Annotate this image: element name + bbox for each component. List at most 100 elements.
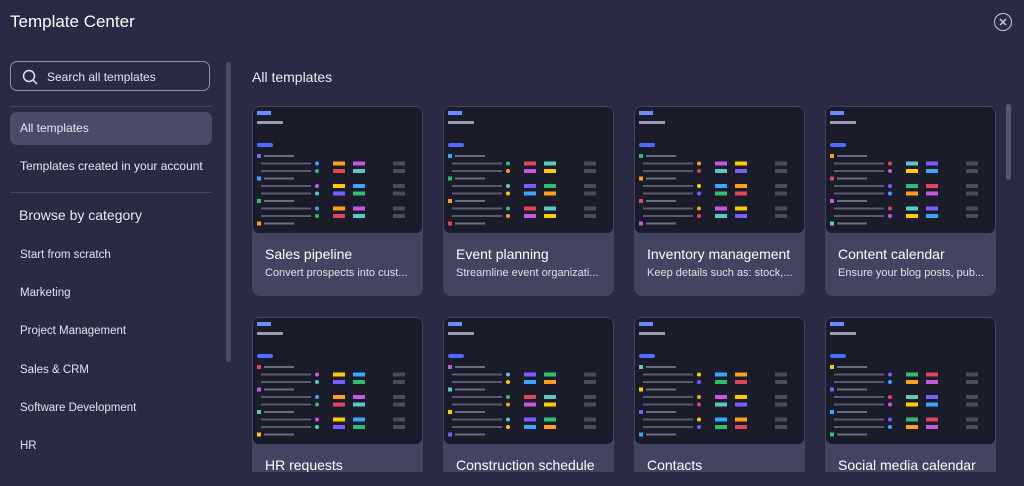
preview-pill [775,380,787,384]
preview-group [257,154,261,158]
search-box[interactable]: Search all templates [10,61,210,91]
template-card[interactable]: Sales pipeline Convert prospects into cus… [252,106,423,296]
scrollbar[interactable] [226,62,231,362]
preview-line [452,215,502,217]
preview-pill [544,191,556,196]
preview-pill [544,161,556,166]
nav-item[interactable]: Templates created in your account [20,159,203,173]
preview-dot [315,402,319,407]
preview-pill [584,169,596,173]
preview-pill [393,184,405,188]
preview-line [261,418,311,421]
category-item[interactable]: Sales & CRM [20,363,90,376]
preview-group [448,154,452,158]
preview-pill [926,425,938,429]
preview-line [455,222,485,225]
preview-logo [257,111,271,115]
preview-pill [715,380,727,384]
preview-pill [393,206,405,211]
preview-line [643,396,693,398]
preview-dot [888,380,892,384]
preview-line [646,200,676,202]
preview-dot [506,169,510,173]
preview-pill [775,395,787,399]
template-card[interactable]: Content calendar Ensure your blog posts, … [825,106,996,296]
preview-line [264,366,294,368]
preview-pill [353,395,365,399]
preview-pill [584,161,596,166]
template-card[interactable]: Inventory management Keep details such as… [634,106,805,296]
preview-pill [926,372,938,377]
template-card[interactable]: HR requests [252,317,423,472]
preview-button [257,354,273,358]
preview-pill [926,214,938,218]
preview-line [455,177,485,180]
preview-pill [584,402,596,407]
preview-dot [697,169,701,173]
close-button[interactable] [994,13,1012,31]
preview-pill [966,395,978,399]
preview-line [452,418,502,421]
preview-group [830,365,834,369]
preview-group [448,410,452,414]
preview-pill [966,417,978,422]
preview-pill [544,184,556,188]
preview-pill [333,184,345,188]
preview-line [452,381,502,383]
preview-heading [448,121,474,124]
preview-pill [775,214,787,218]
preview-pill [715,417,727,422]
category-item[interactable]: HR [20,440,37,452]
preview-pill [735,169,747,173]
preview-group [639,432,643,437]
category-item[interactable]: Software Development [20,401,137,414]
preview-line [264,411,294,413]
category-item[interactable]: Project Management [20,325,127,338]
preview-pill [906,206,918,211]
preview-dot [888,161,892,166]
nav-item[interactable]: All templates [10,112,212,145]
preview-pill [966,184,978,188]
preview-pill [524,380,536,384]
preview-pill [715,184,727,188]
preview-dot [315,161,319,166]
card-description: Ensure your blog posts, pub... [838,267,985,279]
preview-dot [315,380,319,384]
category-item[interactable]: Marketing [20,287,71,300]
preview-logo [448,322,462,326]
scrollbar[interactable] [1006,104,1011,180]
preview-pill [584,214,596,218]
preview-group [257,199,261,203]
preview-group [639,410,643,414]
search-placeholder: Search all templates [47,70,156,84]
template-card[interactable]: Event planning Streamline event organizat… [443,106,614,296]
preview-group [830,387,834,392]
preview-pill [393,169,405,173]
preview-pill [544,425,556,429]
preview-pill [775,372,787,377]
template-card[interactable]: Construction schedule [443,317,614,472]
preview-pill [735,161,747,166]
preview-pill [393,402,405,407]
template-card[interactable]: Social media calendar [825,317,996,472]
preview-pill [393,425,405,429]
preview-pill [926,191,938,196]
preview-pill [333,380,345,384]
preview-pill [584,372,596,377]
preview-dot [888,372,892,377]
preview-pill [393,372,405,377]
preview-pill [775,417,787,422]
preview-line [643,373,693,376]
preview-button [830,354,846,358]
template-card[interactable]: Contacts [634,317,805,472]
template-preview [635,318,804,444]
preview-pill [906,161,918,166]
preview-line [834,207,884,210]
preview-dot [315,417,319,422]
category-item[interactable]: Start from scratch [20,249,111,261]
preview-pill [775,184,787,188]
preview-pill [544,169,556,173]
preview-dot [697,425,701,429]
preview-group [448,387,452,392]
card-title: Content calendar [838,246,945,262]
